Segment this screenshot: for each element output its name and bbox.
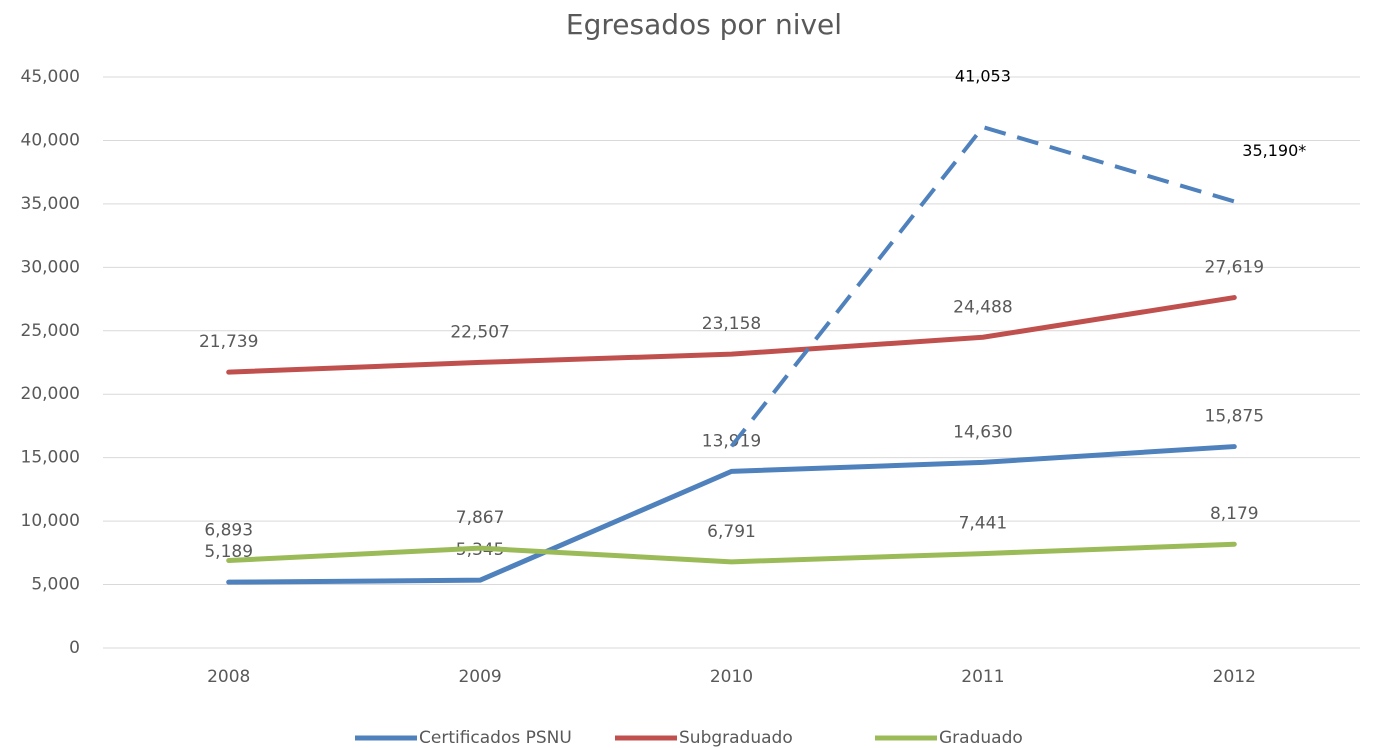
- data-label: 7,867: [456, 508, 505, 528]
- legend-label: Subgraduado: [679, 728, 793, 748]
- y-tick-label: 10,000: [21, 511, 80, 531]
- line: [226, 295, 1237, 375]
- x-tick-label: 2010: [710, 667, 753, 687]
- y-tick-label: 20,000: [21, 384, 80, 404]
- legend-label: Graduado: [939, 728, 1023, 748]
- x-tick-label: 2012: [1213, 667, 1256, 687]
- data-label: 41,053: [955, 67, 1011, 86]
- dashed-line: [729, 125, 1235, 448]
- data-label: 14,630: [953, 422, 1012, 442]
- x-tick-label: 2008: [207, 667, 250, 687]
- y-tick-label: 40,000: [21, 130, 80, 150]
- y-tick-label: 25,000: [21, 321, 80, 341]
- data-label: 23,158: [702, 314, 761, 334]
- y-tick-label: 45,000: [21, 67, 80, 87]
- y-tick-label: 30,000: [21, 257, 80, 277]
- data-label: 6,791: [707, 522, 756, 542]
- data-label: 21,739: [199, 332, 258, 352]
- data-label: 13,919: [702, 431, 761, 451]
- line: [226, 444, 1237, 585]
- line: [226, 541, 1237, 565]
- y-tick-label: 35,000: [21, 194, 80, 214]
- data-label: 35,190*: [1242, 141, 1306, 160]
- x-tick-label: 2011: [961, 667, 1004, 687]
- chart-title: Egresados por nivel: [566, 8, 842, 41]
- y-tick-label: 15,000: [21, 448, 80, 468]
- data-label: 8,179: [1210, 504, 1259, 524]
- data-label: 15,875: [1205, 407, 1264, 427]
- x-tick-label: 2009: [458, 667, 501, 687]
- y-tick-label: 5,000: [31, 575, 80, 595]
- data-label: 22,507: [450, 322, 509, 342]
- data-label: 7,441: [959, 514, 1008, 534]
- data-label: 6,893: [204, 521, 253, 541]
- data-label: 5,189: [204, 542, 253, 562]
- legend-label: Certificados PSNU: [419, 728, 572, 748]
- data-label: 27,619: [1205, 258, 1264, 278]
- y-tick-label: 0: [69, 638, 80, 658]
- data-label: 24,488: [953, 297, 1012, 317]
